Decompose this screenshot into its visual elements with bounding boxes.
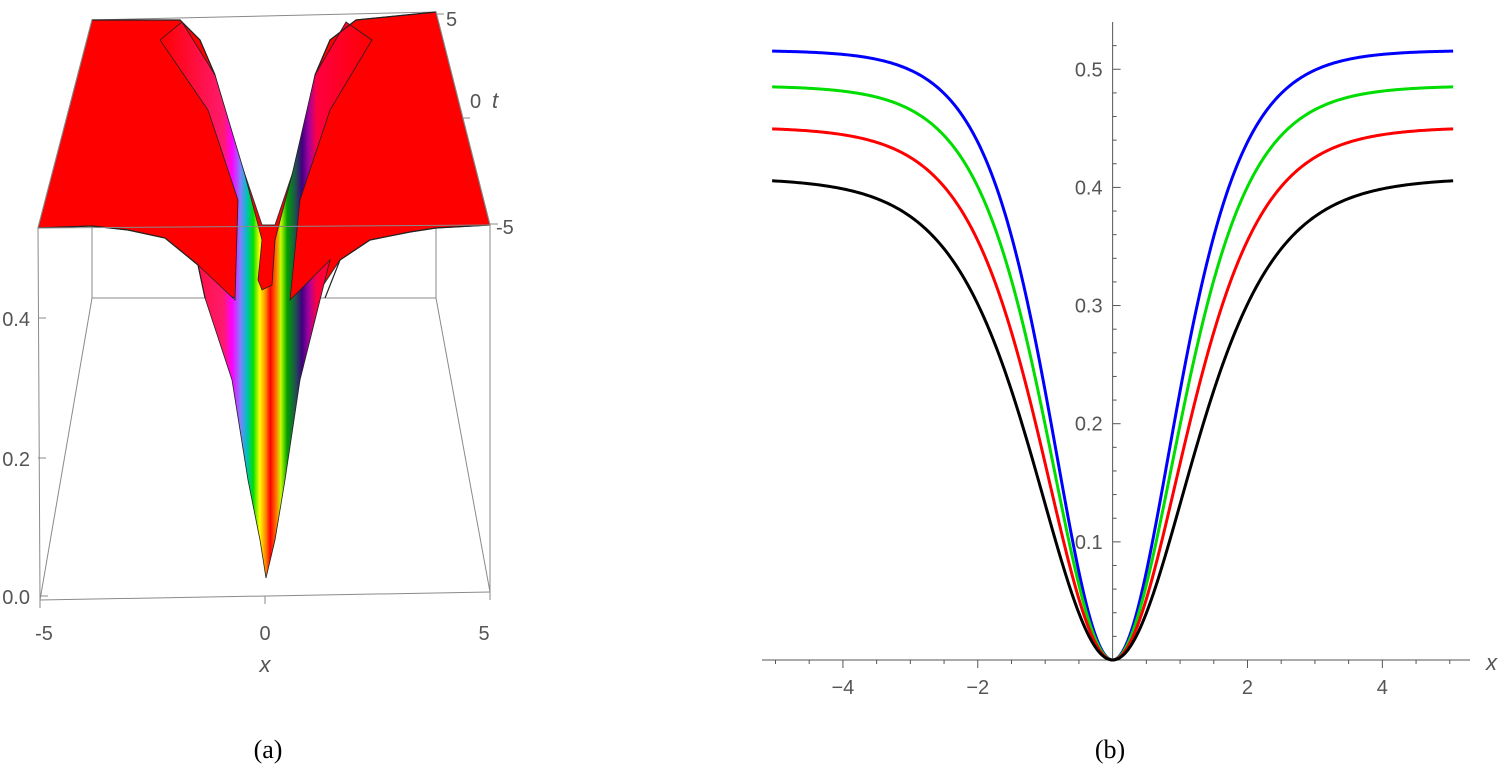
z-tick-label: 0.0 xyxy=(2,587,30,609)
x-tick-label: -5 xyxy=(35,623,53,645)
x-tick-label: 2 xyxy=(1242,677,1253,699)
z-axis xyxy=(38,317,48,597)
series-line-4 xyxy=(772,179,1454,662)
t-axis xyxy=(436,13,498,225)
series-group xyxy=(772,49,1454,662)
y-tick-label: 0.4 xyxy=(1075,177,1103,199)
y-tick-label: 0.3 xyxy=(1075,296,1103,318)
x-tick-label: 5 xyxy=(478,623,489,645)
panel-b-caption: (b) xyxy=(1095,735,1125,764)
y-tick-label: 0.1 xyxy=(1075,532,1103,554)
x-axis-label-b: x xyxy=(1485,650,1498,675)
panel-a-surface-plot: 0.4 0.2 0.0 5 0 t -5 -5 0 5 x (a) xyxy=(2,9,514,764)
t-tick-label: 0 xyxy=(470,91,481,113)
y-tick-label: 0.5 xyxy=(1075,59,1103,81)
z-tick-label: 0.4 xyxy=(2,309,30,331)
x-axis-a xyxy=(39,592,491,608)
x-tick-label: 4 xyxy=(1377,677,1388,699)
panel-b-line-plot: −4 −2 2 4 0.1 0.2 0.3 0.4 0.5 x (b) xyxy=(762,22,1498,764)
surface-plateau xyxy=(37,11,491,301)
x-tick-label: 0 xyxy=(259,623,270,645)
x-tick-label: −4 xyxy=(832,677,855,699)
t-tick-label: -5 xyxy=(496,217,514,239)
minor-ticks xyxy=(774,45,1451,668)
surface-edges xyxy=(37,11,491,299)
tick-labels: −4 −2 2 4 0.1 0.2 0.3 0.4 0.5 xyxy=(832,59,1388,699)
t-axis-label: t xyxy=(492,88,499,113)
x-tick-label: −2 xyxy=(966,677,989,699)
z-tick-label: 0.2 xyxy=(2,449,30,471)
x-axis-label: x xyxy=(259,652,272,677)
panel-a-caption: (a) xyxy=(254,735,283,764)
y-tick-label: 0.2 xyxy=(1075,414,1103,436)
t-tick-label: 5 xyxy=(446,9,457,31)
